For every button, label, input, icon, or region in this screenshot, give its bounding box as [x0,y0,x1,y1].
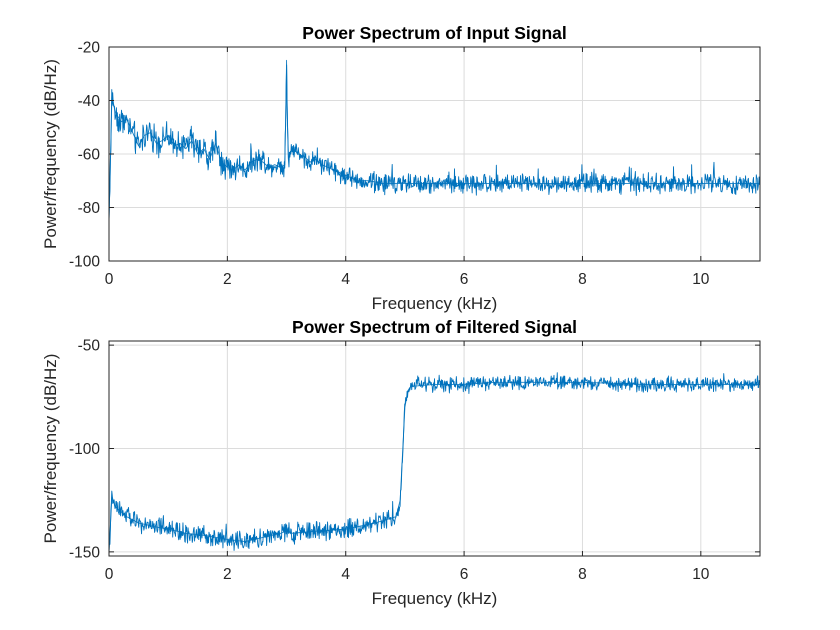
filtered-spectrum-title: Power Spectrum of Filtered Signal [292,317,577,337]
input-spectrum-xtick-label: 10 [692,271,710,288]
input-spectrum-ytick-label: -20 [78,40,101,57]
filtered-spectrum-xtick-label: 2 [223,566,232,583]
filtered-spectrum-ylabel: Power/frequency (dB/Hz) [41,354,60,544]
filtered-spectrum-series-envelope [108,381,760,552]
input-spectrum-title: Power Spectrum of Input Signal [302,23,566,43]
input-spectrum-trace-group [108,59,761,222]
filtered-spectrum-axes: 0 2 4 6 8 10 -150 -100 -50 Power Spectrum of Fil… [41,317,761,608]
filtered-spectrum-series-line [108,372,761,554]
filtered-spectrum-xtick-label: 0 [105,566,114,583]
input-spectrum-xtick-label: 2 [223,271,232,288]
input-spectrum-series-line [108,64,761,222]
filtered-spectrum-ytick-label: -150 [69,544,100,561]
filtered-spectrum-ytick-label: -50 [78,338,101,355]
filtered-spectrum-ticks: 0 2 4 6 8 10 -150 -100 -50 [69,338,760,583]
input-spectrum-xlabel: Frequency (kHz) [372,294,498,313]
input-spectrum-ticks: 0 2 4 6 8 10 -100 -80 -60 -40 -20 [69,40,760,288]
input-spectrum-ytick-label: -80 [78,200,101,217]
filtered-spectrum-grid [108,341,760,556]
filtered-spectrum-xtick-label: 10 [692,566,710,583]
input-spectrum-xtick-label: 8 [578,271,587,288]
input-spectrum-ytick-label: -40 [78,93,101,110]
filtered-spectrum-xtick-label: 6 [460,566,469,583]
input-spectrum-ylabel: Power/frequency (dB/Hz) [41,59,60,249]
input-spectrum-series-envelope [108,59,760,221]
filtered-spectrum-xtick-label: 8 [578,566,587,583]
filtered-spectrum-ytick-label: -100 [69,441,100,458]
filtered-spectrum-xlabel: Frequency (kHz) [372,589,498,608]
input-spectrum-xtick-label: 0 [105,271,114,288]
input-spectrum-xtick-label: 4 [341,271,350,288]
input-spectrum-xtick-label: 6 [460,271,469,288]
filtered-spectrum-xtick-label: 4 [341,566,350,583]
input-spectrum-ytick-label: -100 [69,254,100,271]
input-spectrum-ytick-label: -60 [78,147,101,164]
input-spectrum-axes: 0 2 4 6 8 10 -100 -80 -60 -40 -20 Power Spectrum o… [41,23,761,313]
filtered-spectrum-trace-group [108,372,761,554]
